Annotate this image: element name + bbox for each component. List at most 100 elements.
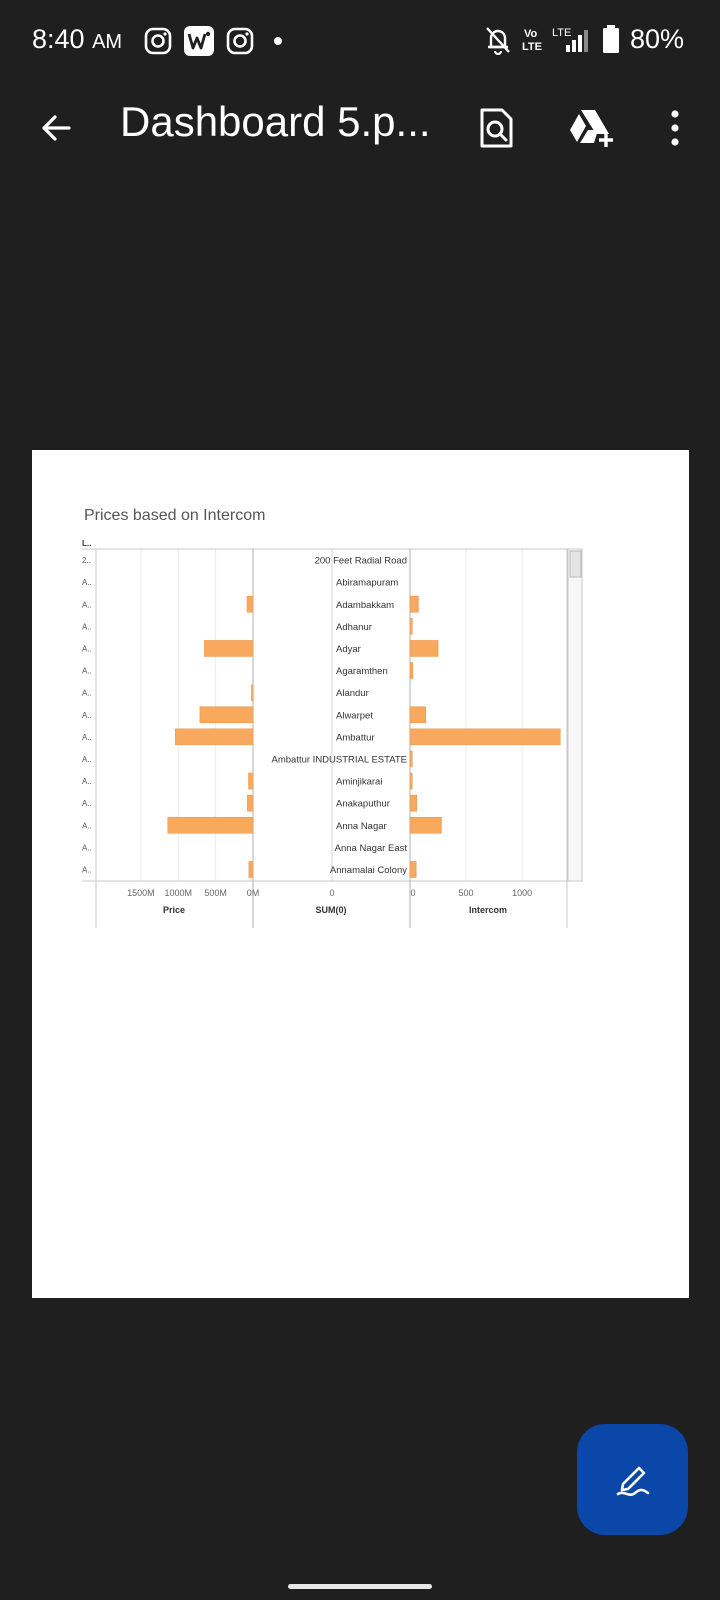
status-bar: 8:40 AM Vo LTE — [0, 0, 720, 84]
price-tick-label: 1000M — [164, 888, 192, 898]
intercom-tick-label: 1000 — [512, 888, 532, 898]
row-truncated-label: A.. — [82, 755, 92, 764]
row-labels: 2.. A.. A.. A.. A.. A.. A.. A.. A.. A.. A.. A.. A.. A… — [82, 556, 92, 874]
chart-scrollbar-thumb[interactable] — [569, 550, 582, 578]
price-tick-label: 0M — [247, 888, 260, 898]
chart-scrollbar-track[interactable] — [567, 548, 583, 882]
price-bar — [251, 684, 254, 701]
row-header-label: L.. — [82, 539, 91, 548]
find-in-document-button[interactable] — [466, 98, 526, 158]
clock-time: 8:40 — [32, 24, 85, 54]
intercom-bars — [409, 595, 561, 878]
axis-tick-labels: 1500M 1000M 500M 0M 0 0 500 1000 — [127, 888, 532, 898]
bell-off-icon — [486, 26, 510, 55]
category-label: 200 Feet Radial Road — [315, 556, 407, 567]
row-truncated-label: A.. — [82, 799, 92, 808]
volte-label-top: Vo — [524, 28, 538, 40]
row-truncated-label: A.. — [82, 578, 92, 587]
row-truncated-label: A.. — [82, 777, 92, 786]
intercom-bar — [409, 706, 426, 724]
price-bar — [248, 772, 254, 790]
app-bar: Dashboard 5.p... — [0, 84, 720, 174]
lte-label: LTE — [552, 27, 571, 39]
category-label: Ambattur INDUSTRIAL ESTATE — [272, 754, 408, 765]
category-label: Anna Nagar — [336, 821, 387, 832]
intercom-bar — [409, 816, 442, 834]
battery-icon — [602, 24, 619, 53]
notification-icons — [144, 26, 290, 56]
drive-add-icon — [570, 110, 613, 147]
more-options-button[interactable] — [652, 98, 698, 158]
category-label: Alandur — [336, 688, 369, 699]
price-bar — [174, 728, 254, 746]
price-bar — [167, 816, 254, 834]
price-bar — [247, 794, 254, 812]
home-indicator[interactable] — [288, 1584, 432, 1589]
clock-ampm: AM — [92, 31, 123, 53]
annotate-fab-button[interactable] — [577, 1424, 688, 1535]
price-tick-label: 1500M — [127, 888, 155, 898]
pdf-page: Prices based on Intercom L.. 2.. A.. A.. A.… — [32, 450, 689, 1298]
price-bars — [167, 595, 254, 878]
back-button[interactable] — [26, 98, 86, 158]
sum-tick-label: 0 — [329, 888, 334, 898]
row-truncated-label: A.. — [82, 600, 92, 609]
search-in-document-icon — [480, 108, 513, 148]
status-time: 8:40 AM — [32, 24, 122, 55]
category-label: Adyar — [336, 644, 361, 655]
volte-icon: Vo LTE — [522, 28, 542, 53]
intercom-bar — [409, 728, 561, 746]
category-label: Agaramthen — [336, 666, 388, 677]
intercom-axis-title: Intercom — [469, 905, 507, 915]
system-icons: Vo LTE LTE 80% — [484, 24, 684, 55]
dot-icon — [274, 37, 282, 45]
instagram-icon — [144, 27, 172, 55]
row-truncated-label: A.. — [82, 711, 92, 720]
intercom-bar — [409, 750, 413, 768]
category-label: Aminjikarai — [336, 777, 382, 788]
category-label: Ambattur — [336, 732, 375, 743]
sum-axis-title: SUM(0) — [316, 905, 347, 915]
instagram-icon — [226, 27, 254, 55]
chart-title: Prices based on Intercom — [84, 507, 265, 524]
intercom-bar — [409, 662, 414, 679]
price-tick-label: 500M — [204, 888, 227, 898]
intercom-bar — [409, 618, 413, 635]
more-vert-icon — [671, 110, 679, 146]
row-truncated-label: A.. — [82, 821, 92, 830]
intercom-tick-label: 500 — [459, 888, 474, 898]
row-truncated-label: A.. — [82, 689, 92, 698]
price-bar — [199, 706, 254, 724]
category-label: Adhanur — [336, 622, 372, 633]
row-truncated-label: 2.. — [82, 556, 91, 565]
price-bar — [248, 861, 254, 878]
document-title: Dashboard 5.p... — [120, 98, 431, 145]
intercom-bar — [409, 861, 417, 878]
row-truncated-label: A.. — [82, 667, 92, 676]
lte-signal-icon: LTE — [552, 27, 588, 52]
category-label: Abiramapuram — [336, 578, 398, 589]
category-label: Anakaputhur — [336, 799, 390, 810]
intercom-tick-label: 0 — [410, 888, 415, 898]
category-label: Alwarpet — [336, 710, 373, 721]
row-truncated-label: A.. — [82, 622, 92, 631]
wps-office-icon — [184, 26, 214, 56]
row-truncated-label: A.. — [82, 733, 92, 742]
row-truncated-label: A.. — [82, 865, 92, 874]
edit-pen-icon — [616, 1466, 649, 1496]
intercom-bar — [409, 794, 418, 812]
intercom-bar — [409, 595, 419, 613]
intercom-bar — [409, 640, 439, 657]
add-to-drive-button[interactable] — [558, 98, 624, 158]
price-bar — [204, 640, 254, 657]
intercom-price-chart: Prices based on Intercom L.. 2.. A.. A.. A.… — [82, 507, 583, 928]
row-truncated-label: A.. — [82, 644, 92, 653]
intercom-bar — [409, 772, 413, 790]
category-label: Annamalai Colony — [330, 865, 407, 876]
back-arrow-icon — [42, 115, 71, 141]
category-labels: 200 Feet Radial Road Abiramapuram Adambakk… — [272, 556, 408, 876]
price-axis-title: Price — [163, 905, 185, 915]
category-label: Anna Nagar East — [335, 843, 408, 854]
price-bar — [246, 595, 254, 613]
row-truncated-label: A.. — [82, 843, 92, 852]
